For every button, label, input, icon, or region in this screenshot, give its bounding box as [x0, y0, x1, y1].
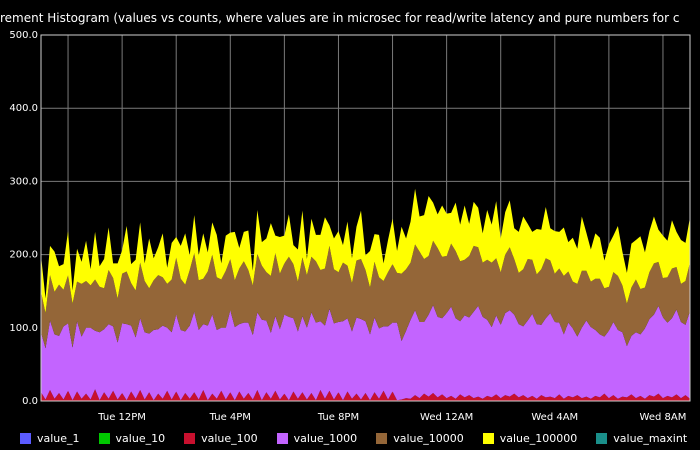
y-tick-label: 400.0 [9, 103, 38, 114]
legend-label: value_100 [201, 431, 258, 445]
legend-item-value-maxint: value_maxint [596, 432, 687, 445]
legend-item-value-10000: value_10000 [376, 432, 464, 445]
y-tick-label: 0.0 [22, 396, 38, 407]
legend-swatch [482, 432, 494, 444]
legend-swatch [276, 432, 288, 444]
legend-swatch [596, 432, 608, 444]
chart-title: rement Histogram (values vs counts, wher… [0, 11, 679, 25]
legend-label: value_100000 [499, 431, 578, 445]
series-area-value-100000 [41, 188, 690, 314]
legend-label: value_10 [115, 431, 166, 445]
legend-item-value-1000: value_1000 [276, 431, 358, 445]
x-tick-label: Wed 12AM [420, 412, 473, 423]
legend-item-value-100: value_100 [184, 432, 258, 445]
series-area-value-100 [41, 389, 690, 401]
legend-item-value-10: value_10 [98, 431, 166, 445]
legend-swatch [20, 432, 31, 444]
legend: value_1 value_10 value_100 value_1000 value_… [0, 427, 700, 449]
y-tick-label: 200.0 [9, 250, 38, 261]
x-tick-label: Tue 4PM [209, 412, 251, 423]
series-area-value-1000 [41, 305, 690, 401]
plot-frame [40, 34, 691, 402]
legend-label: value_maxint [613, 431, 688, 445]
y-tick-label: 100.0 [9, 323, 38, 334]
legend-label: value_10000 [393, 431, 464, 445]
legend-item-value-100000: value_100000 [482, 431, 578, 445]
x-tick-label: Tue 12PM [97, 412, 146, 423]
x-tick-label: Wed 4AM [531, 412, 578, 423]
y-tick-label: 300.0 [9, 176, 38, 187]
chart-area: rement Histogram (values vs counts, wher… [0, 11, 691, 423]
legend-swatch [98, 432, 110, 444]
y-tick-label: 500.0 [9, 30, 38, 41]
series-areas [41, 188, 690, 401]
legend-swatch [184, 432, 196, 444]
series-area-value-10000 [41, 240, 690, 349]
legend-swatch [376, 432, 388, 444]
x-tick-label: Tue 8PM [317, 412, 359, 423]
legend-item-value-1: value_1 [20, 432, 80, 445]
legend-label: value_1000 [293, 431, 358, 445]
x-tick-label: Wed 8AM [640, 412, 687, 423]
axes: 0.0 100.0 200.0 300.0 400.0 500.0 Tue 12PM Tue … [9, 30, 691, 423]
legend-label: value_1 [37, 431, 80, 445]
